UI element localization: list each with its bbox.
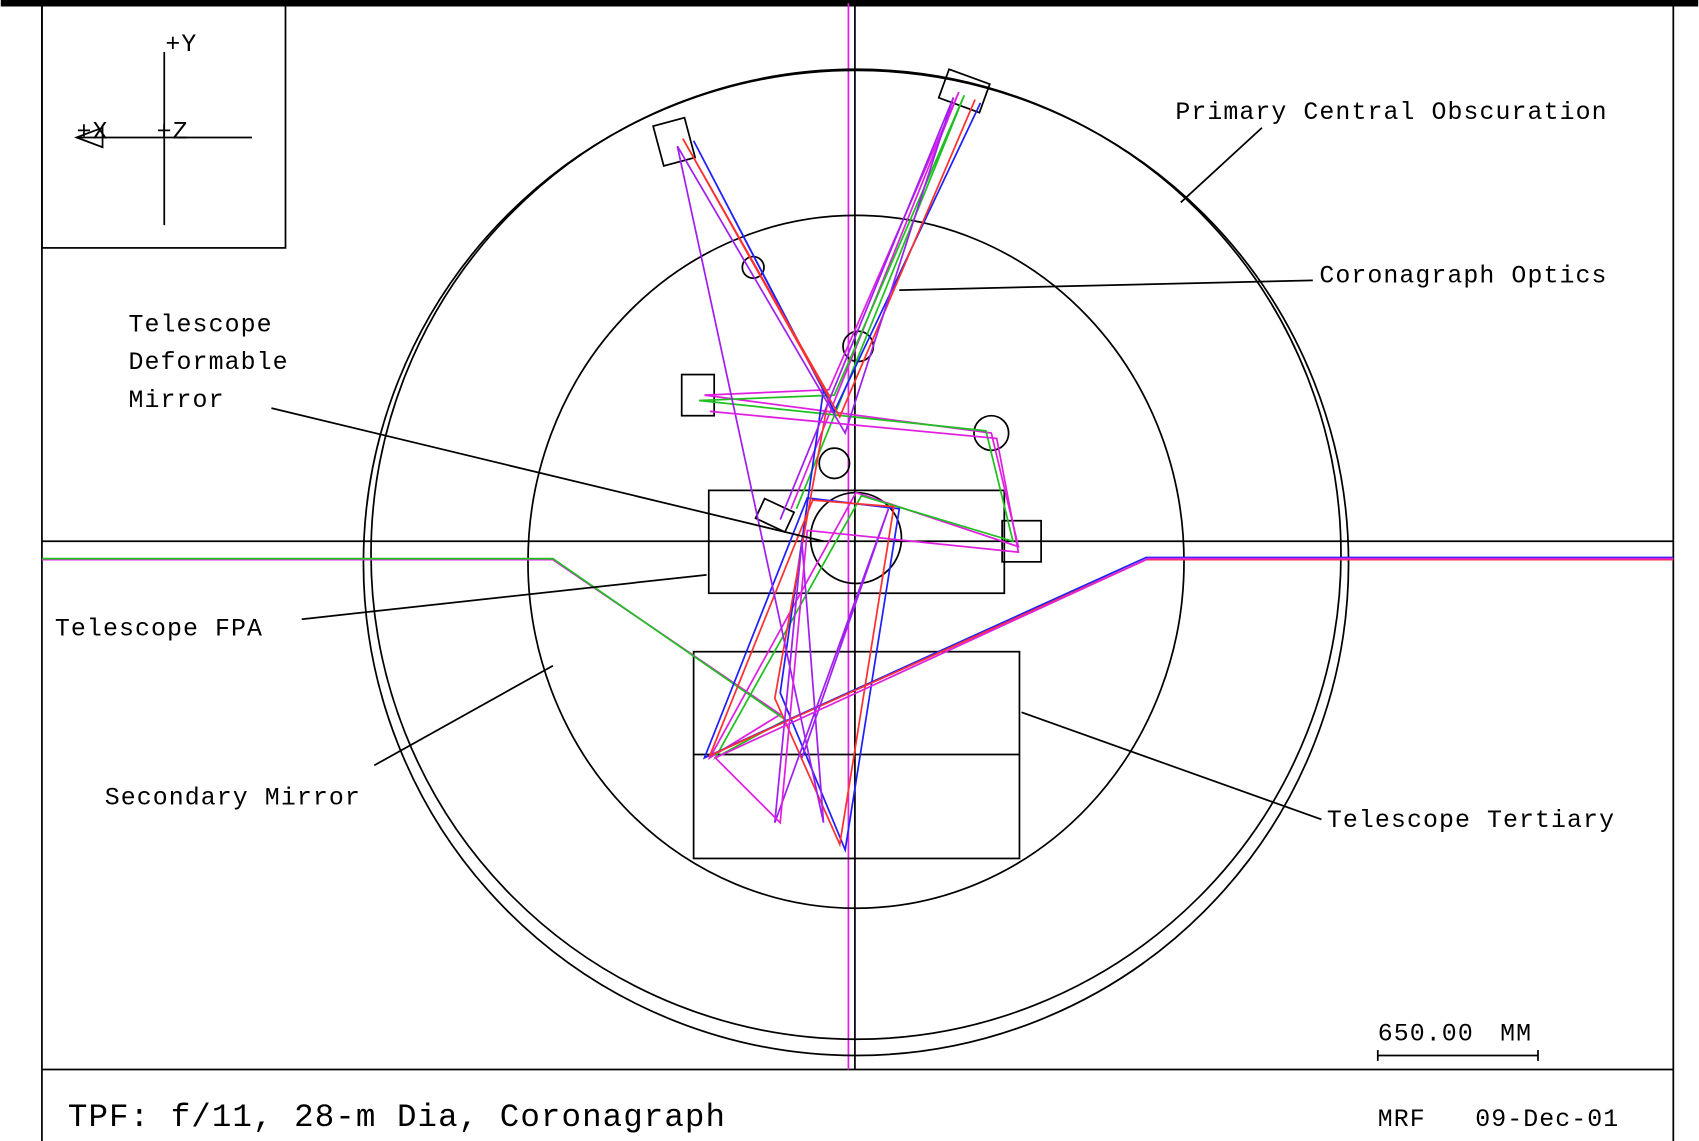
axis-label: +Z [157, 119, 189, 147]
footer-author: MRF [1378, 1106, 1426, 1134]
label: Primary Central Obscuration [1175, 99, 1607, 127]
footer-title: TPF: f/11, 28-m Dia, Coronagraph [68, 1099, 726, 1136]
label: Secondary Mirror [105, 784, 361, 812]
label: Mirror [129, 387, 225, 415]
label: Coronagraph Optics [1319, 263, 1607, 291]
background [1, 0, 1698, 1141]
axis-label: +X [77, 119, 109, 147]
scale-value: 650.00 [1378, 1020, 1474, 1048]
label: Telescope Tertiary [1327, 807, 1615, 835]
axis-label: +Y [165, 31, 197, 59]
page: +Y +X +Z Primary Central Obscuration Cor… [0, 0, 1699, 1141]
label: Telescope [129, 311, 273, 339]
optical-layout: +Y +X +Z Primary Central Obscuration Cor… [0, 0, 1699, 1141]
footer-date: 09-Dec-01 [1475, 1106, 1619, 1134]
label: Deformable [129, 349, 289, 377]
scale-unit: MM [1500, 1020, 1532, 1048]
label: Telescope FPA [55, 615, 263, 643]
